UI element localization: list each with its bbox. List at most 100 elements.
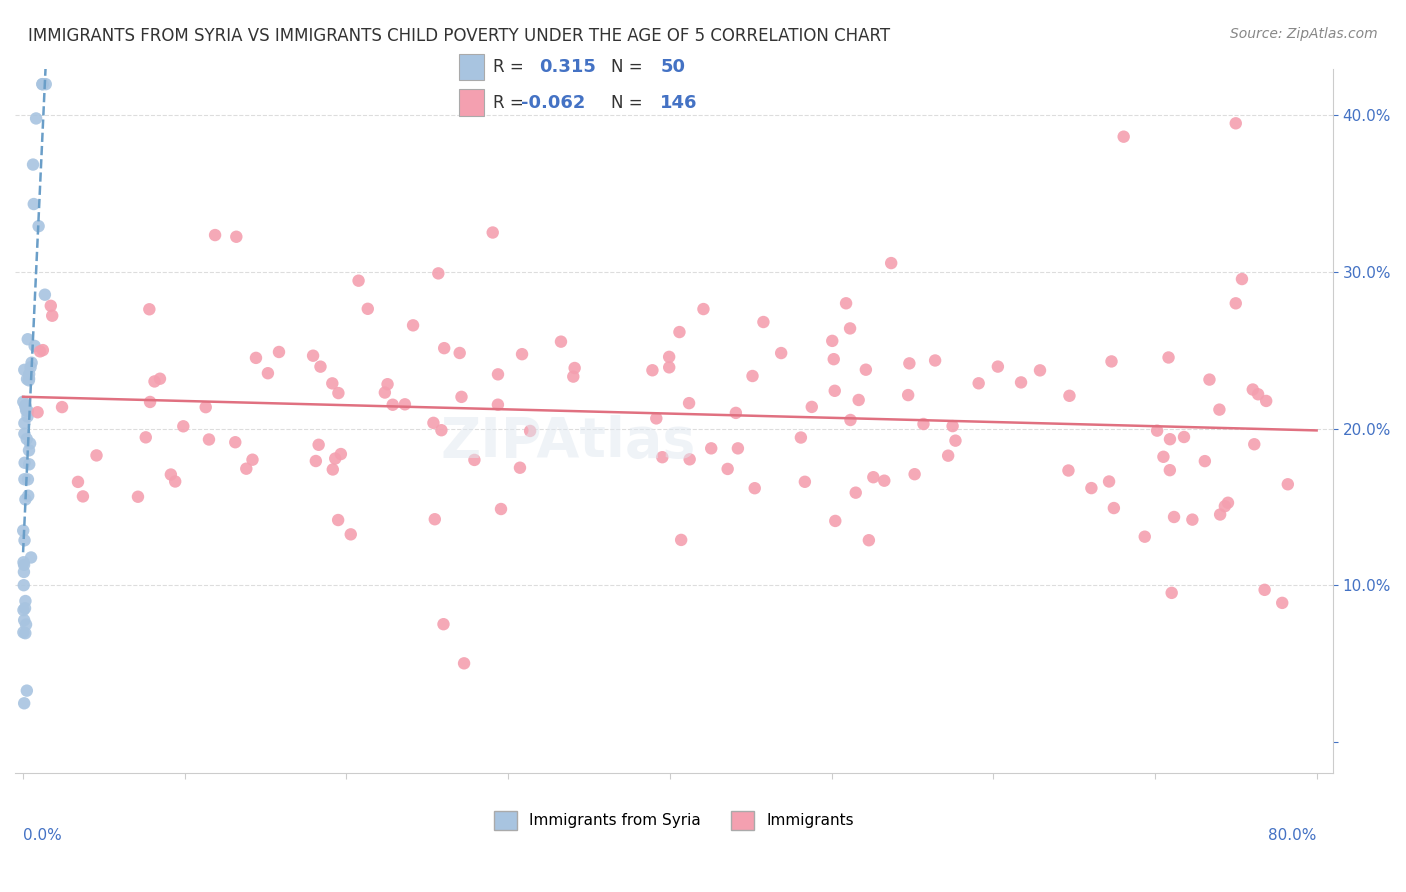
- Text: 0.0%: 0.0%: [22, 828, 62, 843]
- Point: [848, 392, 870, 407]
- Point: [322, 462, 344, 476]
- Point: [658, 350, 681, 364]
- Point: [1173, 430, 1195, 444]
- Point: [486, 398, 509, 412]
- Point: [139, 395, 162, 409]
- Point: [824, 384, 846, 398]
- Point: [1102, 501, 1125, 516]
- Point: [13, 696, 35, 710]
- Point: [17, 404, 39, 418]
- Point: [1010, 376, 1032, 390]
- Point: [14, 594, 37, 608]
- Point: [31, 343, 53, 358]
- Point: [1160, 586, 1182, 600]
- Point: [34, 287, 56, 301]
- Point: [855, 362, 877, 376]
- Point: [13, 416, 35, 430]
- Text: -0.062: -0.062: [522, 94, 585, 112]
- Point: [13, 524, 35, 538]
- Point: [242, 452, 264, 467]
- Point: [14, 398, 37, 412]
- Point: [17, 489, 39, 503]
- Bar: [460, 89, 484, 116]
- Point: [1247, 387, 1270, 401]
- Point: [198, 433, 221, 447]
- Text: IMMIGRANTS FROM SYRIA VS IMMIGRANTS CHILD POVERTY UNDER THE AGE OF 5 CORRELATION: IMMIGRANTS FROM SYRIA VS IMMIGRANTS CHIL…: [28, 27, 890, 45]
- Point: [329, 447, 352, 461]
- Point: [942, 419, 965, 434]
- Point: [433, 341, 456, 355]
- Point: [17, 332, 39, 346]
- Point: [127, 490, 149, 504]
- Point: [308, 438, 330, 452]
- Point: [967, 376, 990, 391]
- Point: [717, 462, 740, 476]
- Point: [381, 398, 404, 412]
- Point: [904, 467, 927, 482]
- Point: [800, 400, 823, 414]
- Point: [14, 492, 37, 507]
- Point: [1256, 393, 1278, 408]
- Point: [245, 351, 267, 365]
- Point: [936, 449, 959, 463]
- Point: [13, 472, 35, 486]
- Point: [15, 683, 38, 698]
- Point: [790, 431, 813, 445]
- Point: [14, 601, 37, 615]
- Point: [752, 315, 775, 329]
- Point: [267, 345, 290, 359]
- Point: [835, 296, 858, 310]
- Point: [430, 423, 453, 437]
- Point: [1194, 454, 1216, 468]
- Point: [845, 485, 868, 500]
- Point: [17, 472, 39, 486]
- Point: [897, 388, 920, 402]
- Point: [658, 360, 681, 375]
- Point: [678, 396, 700, 410]
- Point: [138, 302, 160, 317]
- Point: [13, 394, 35, 409]
- Point: [449, 346, 471, 360]
- Text: 50: 50: [661, 58, 685, 76]
- Point: [793, 475, 815, 489]
- Point: [27, 405, 49, 419]
- Point: [873, 474, 896, 488]
- Point: [15, 403, 38, 417]
- Point: [858, 533, 880, 548]
- Point: [172, 419, 194, 434]
- Point: [13, 565, 35, 579]
- Point: [1271, 596, 1294, 610]
- Point: [18, 367, 41, 381]
- Point: [1101, 354, 1123, 368]
- Text: 80.0%: 80.0%: [1268, 828, 1316, 843]
- Point: [35, 77, 58, 91]
- Point: [641, 363, 664, 377]
- Point: [13, 603, 35, 617]
- Point: [651, 450, 673, 465]
- Text: N =: N =: [610, 58, 643, 76]
- Point: [550, 334, 572, 349]
- Point: [323, 451, 346, 466]
- Point: [28, 344, 51, 359]
- Point: [519, 424, 541, 438]
- Point: [14, 400, 37, 414]
- Point: [669, 533, 692, 547]
- Point: [13, 533, 35, 548]
- Point: [13, 555, 35, 569]
- Point: [463, 453, 485, 467]
- Point: [86, 449, 108, 463]
- Point: [509, 460, 531, 475]
- Point: [17, 409, 39, 424]
- Point: [839, 321, 862, 335]
- Point: [357, 301, 380, 316]
- Point: [225, 229, 247, 244]
- Point: [149, 372, 172, 386]
- Point: [1277, 477, 1299, 491]
- Point: [13, 625, 35, 640]
- Point: [741, 369, 763, 384]
- Point: [1152, 450, 1174, 464]
- Point: [18, 436, 41, 450]
- Text: 146: 146: [661, 94, 697, 112]
- Point: [18, 373, 41, 387]
- Point: [302, 349, 325, 363]
